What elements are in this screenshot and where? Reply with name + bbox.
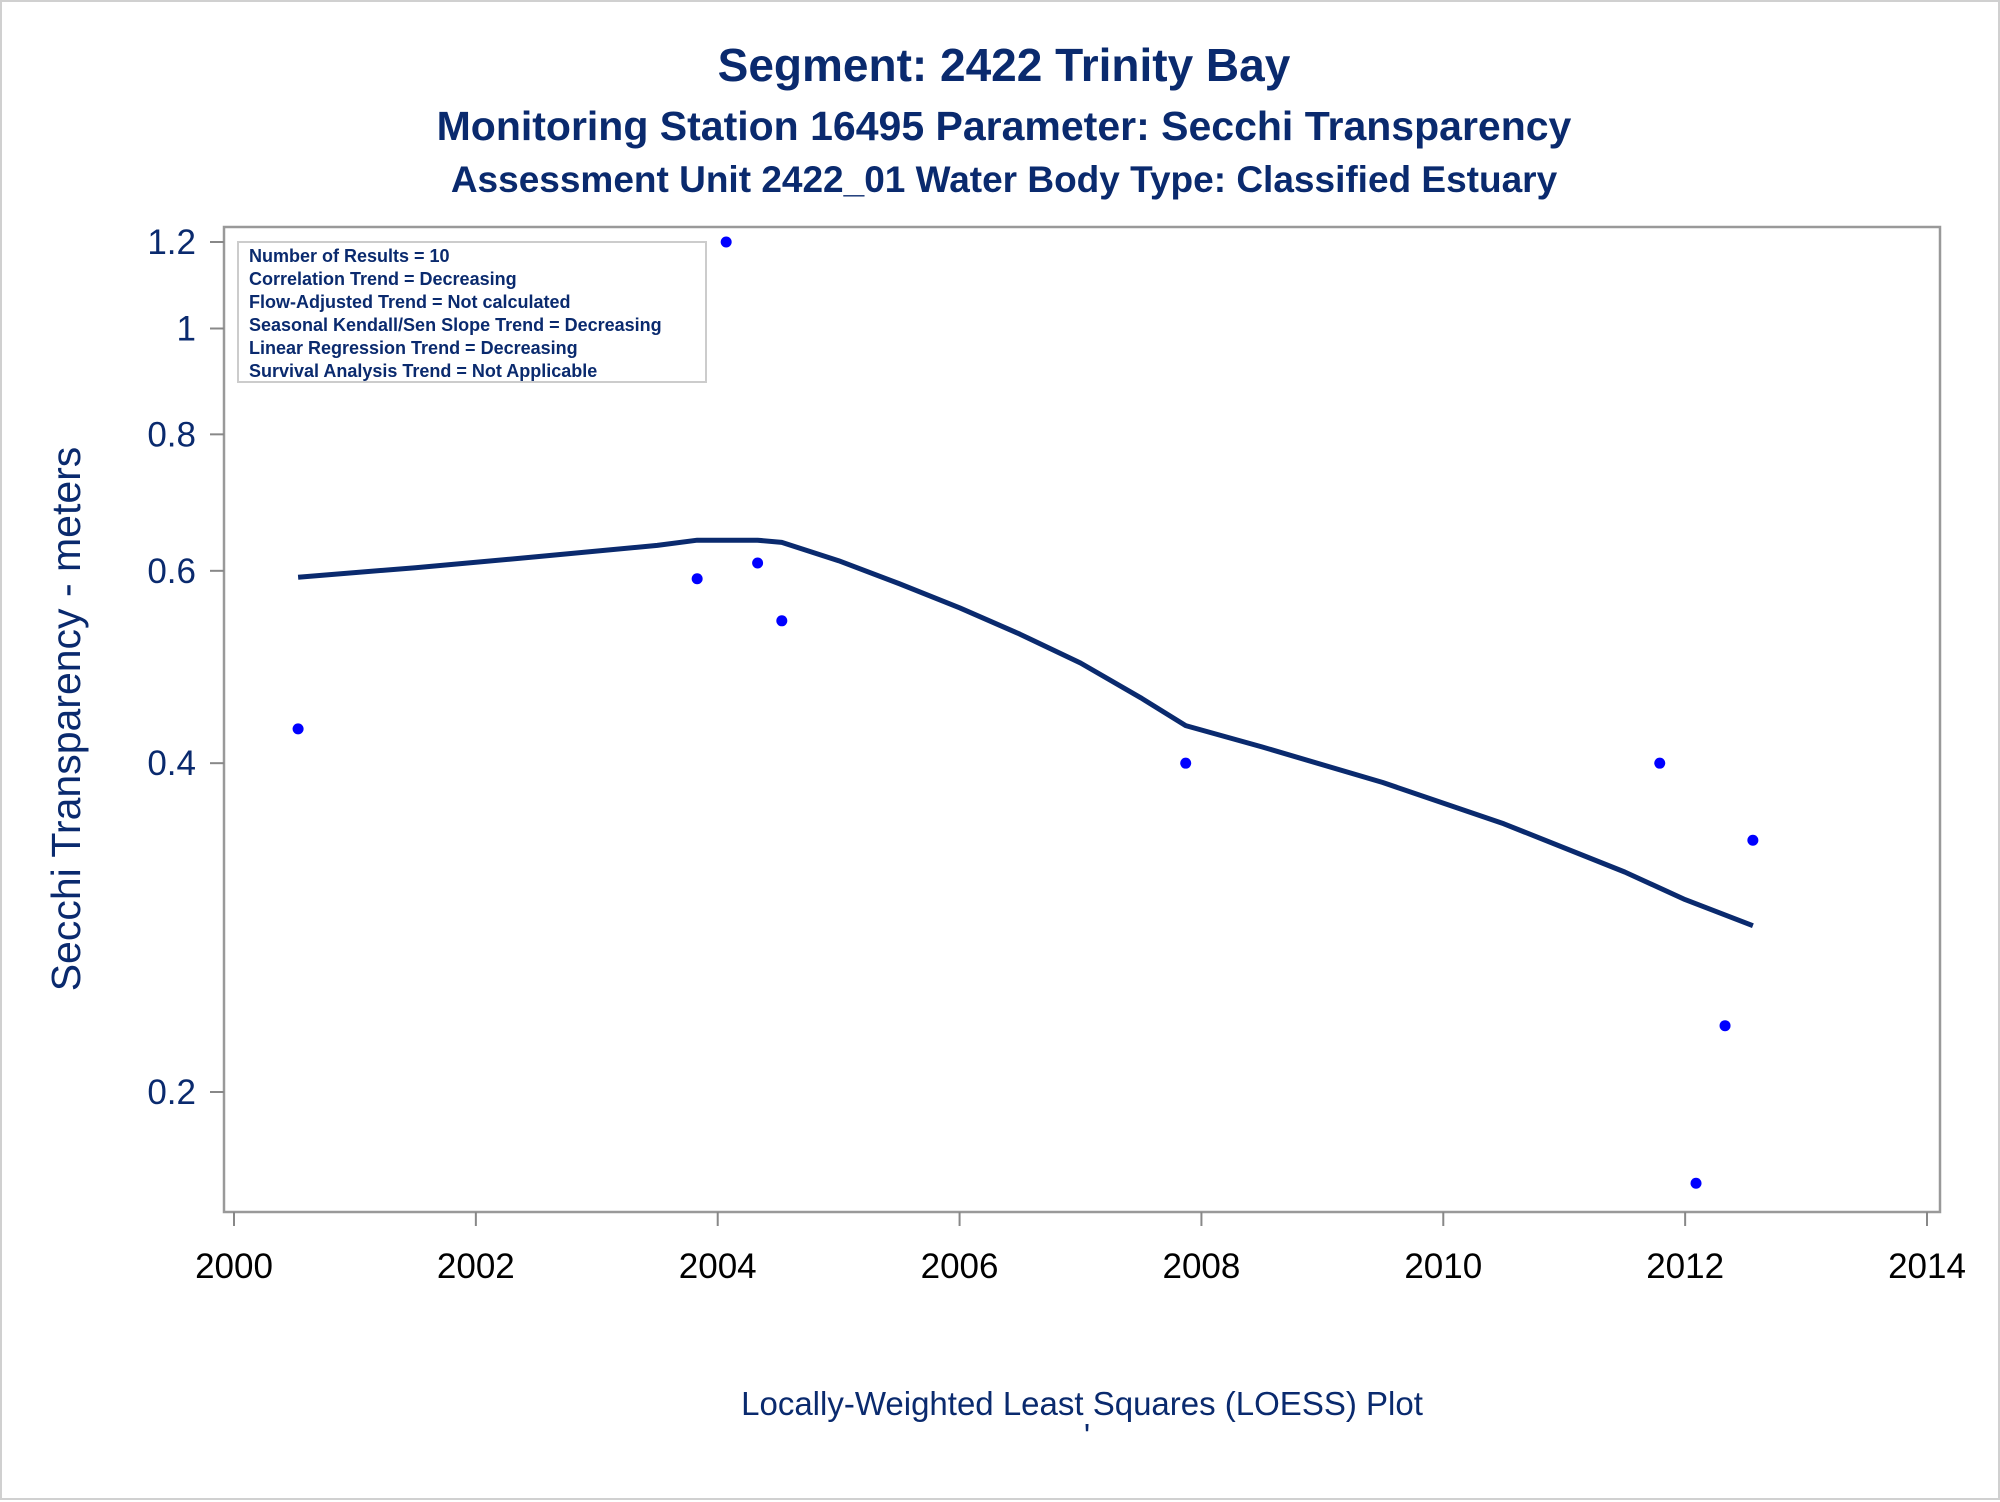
x-tick-label: 2004 (679, 1247, 757, 1286)
x-tick-label: 2010 (1404, 1247, 1482, 1286)
y-tick-label: 1.2 (147, 223, 196, 262)
y-axis-label: Secchi Transparency - meters (43, 447, 89, 992)
stats-line: Correlation Trend = Decreasing (249, 269, 517, 289)
data-point (1654, 757, 1666, 769)
loess-trend-line (297, 537, 1754, 929)
data-point (691, 573, 703, 585)
x-tick-label: 2012 (1646, 1247, 1724, 1286)
data-point (720, 236, 732, 248)
y-tick-label: 0.4 (147, 744, 196, 783)
footnote-mark: ' (1084, 1417, 1090, 1454)
stats-line: Flow-Adjusted Trend = Not calculated (249, 292, 571, 312)
chart-subtitle-2: Assessment Unit 2422_01 Water Body Type:… (451, 159, 1558, 200)
x-tick-label: 2014 (1888, 1247, 1966, 1286)
x-tick-label: 2000 (195, 1247, 273, 1286)
chart-footnote: Locally-Weighted Least Squares (LOESS) P… (741, 1385, 1423, 1422)
data-point (752, 557, 764, 569)
y-axis: 0.2 0.4 0.6 0.8 1 1.2 (147, 223, 224, 1112)
data-point (1747, 834, 1759, 846)
data-point (292, 723, 304, 735)
data-point (1690, 1177, 1702, 1189)
y-tick-label: 0.6 (147, 552, 196, 591)
plot-marks (292, 236, 1759, 1189)
x-tick-label: 2002 (437, 1247, 515, 1286)
y-tick-label: 1 (177, 309, 196, 348)
chart-title: Segment: 2422 Trinity Bay (718, 39, 1291, 91)
x-tick-label: 2006 (921, 1247, 999, 1286)
stats-box-frame (237, 241, 707, 383)
stats-legend-box: Number of Results = 10 Correlation Trend… (237, 241, 707, 383)
stats-line: Seasonal Kendall/Sen Slope Trend = Decre… (249, 315, 662, 335)
y-tick-label: 0.2 (147, 1073, 196, 1112)
data-point (1719, 1020, 1731, 1032)
x-tick-label: 2008 (1162, 1247, 1240, 1286)
data-point (1180, 757, 1192, 769)
chart-subtitle: Monitoring Station 16495 Parameter: Secc… (437, 103, 1572, 149)
x-axis: 2000 2002 2004 2006 2008 2010 2012 2014 (195, 1212, 1966, 1286)
stats-line: Survival Analysis Trend = Not Applicable (249, 361, 597, 381)
y-tick-label: 0.8 (147, 415, 196, 454)
stats-line: Linear Regression Trend = Decreasing (249, 338, 578, 358)
data-point (776, 615, 788, 627)
plot-area (222, 225, 1942, 1214)
stats-line: Number of Results = 10 (249, 246, 450, 266)
